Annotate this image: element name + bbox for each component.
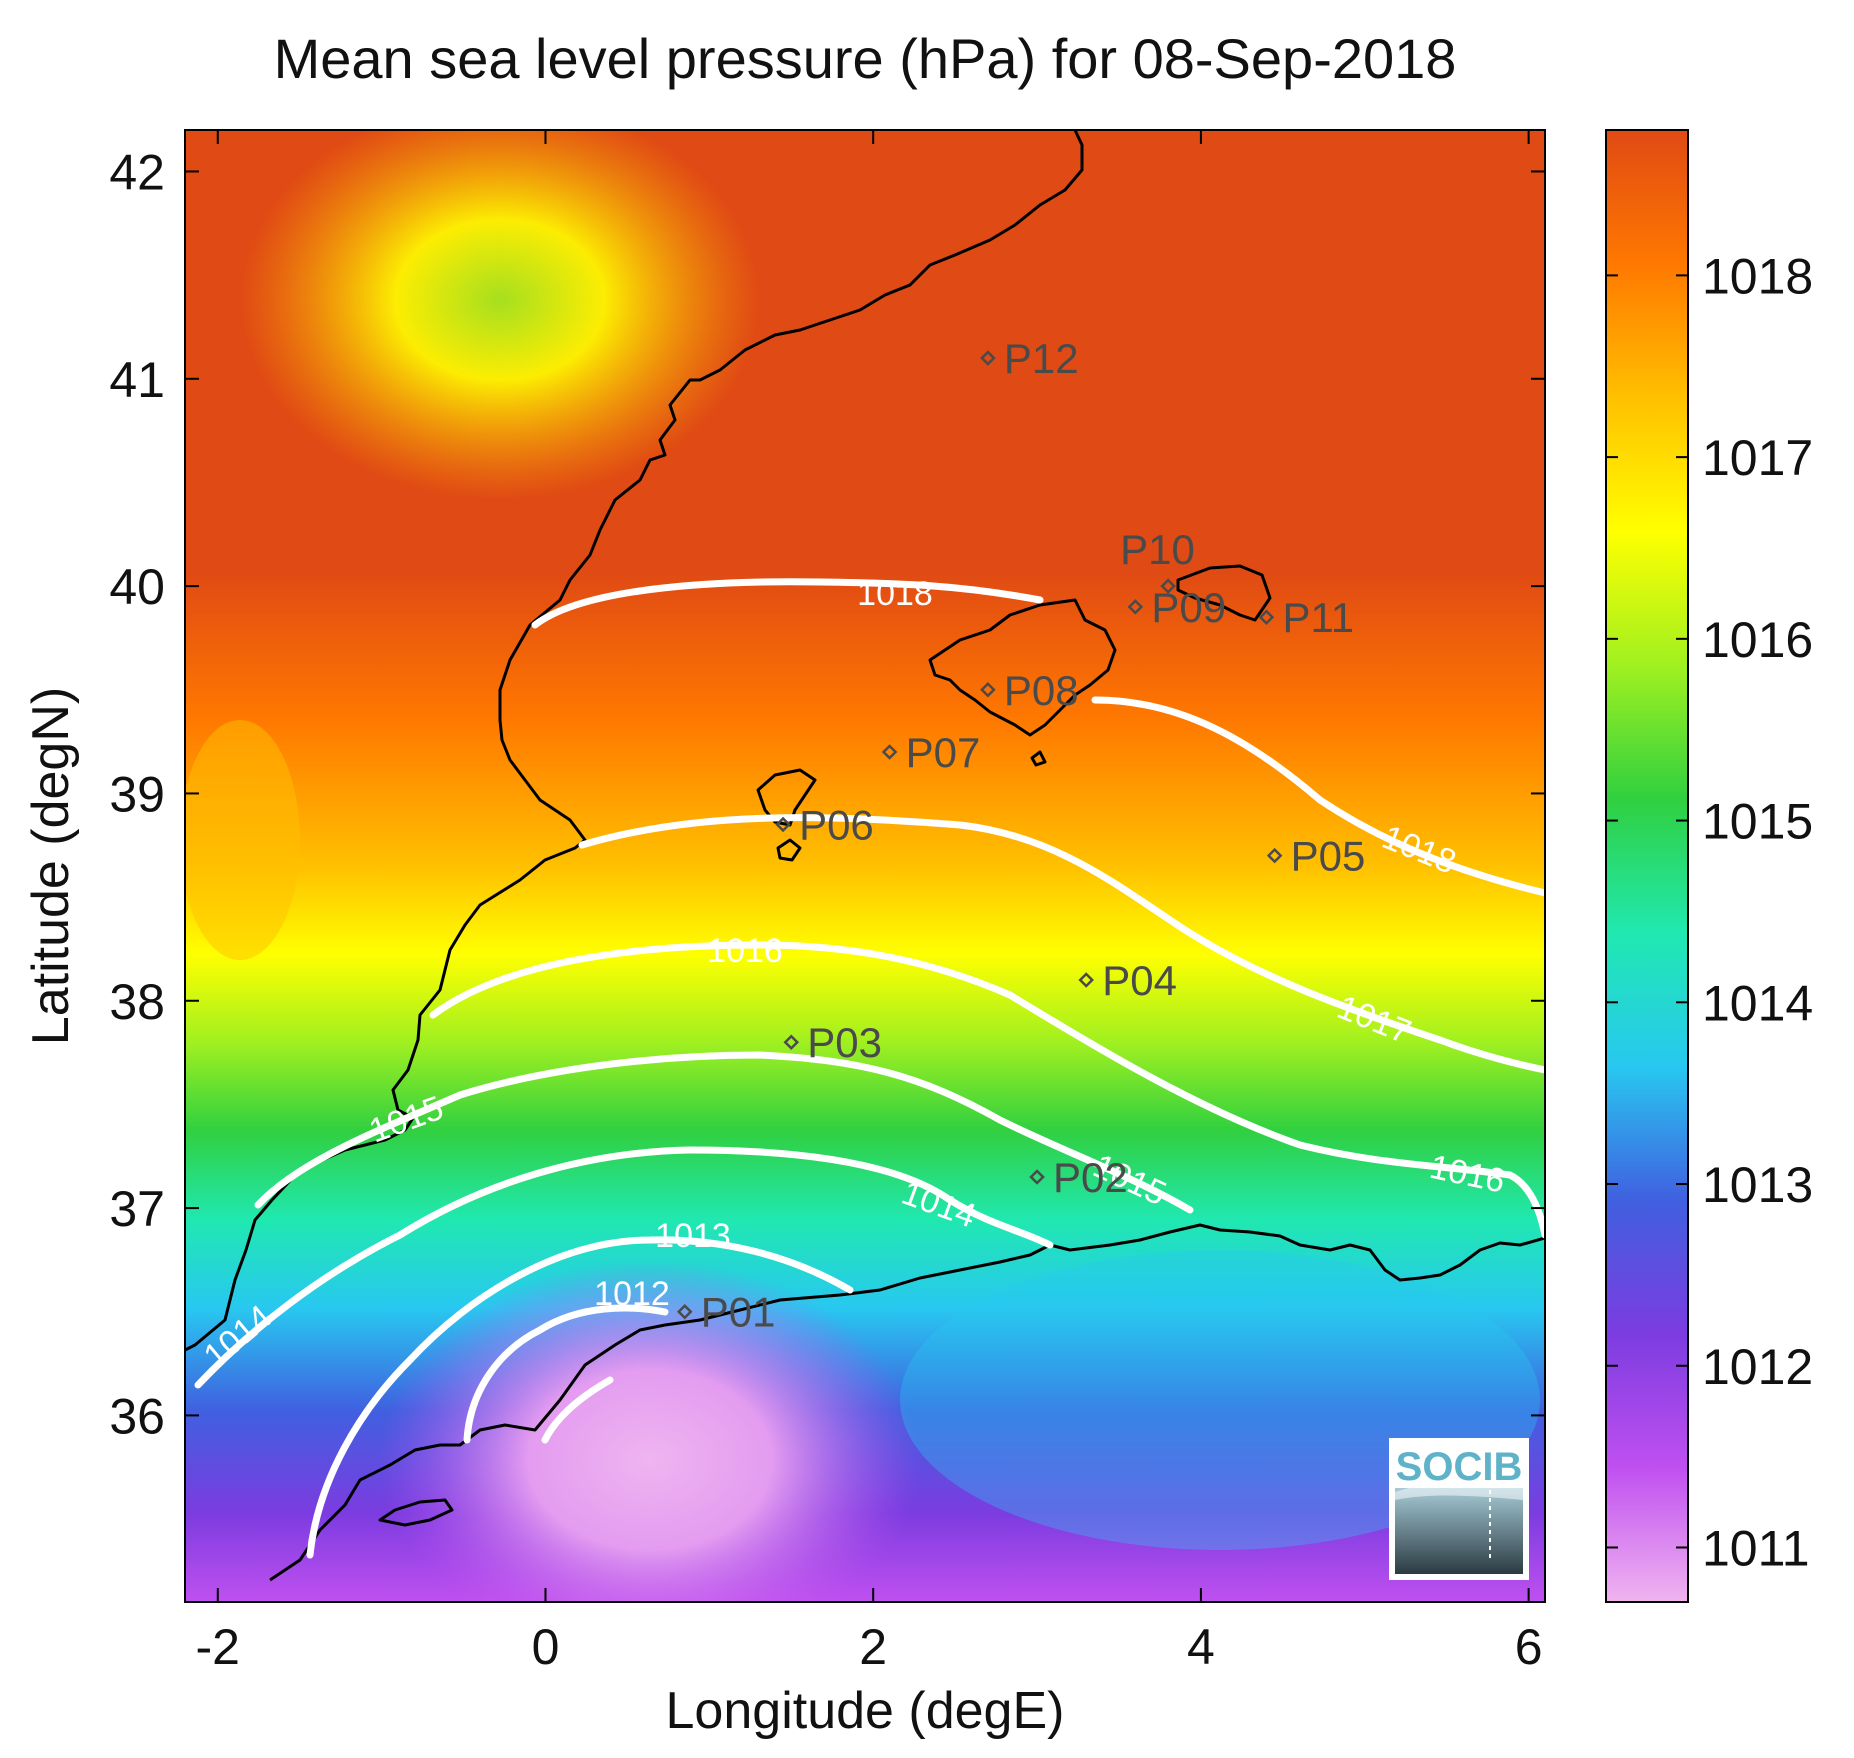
station-marker [1078, 972, 1094, 988]
station-marker [783, 1034, 800, 1050]
station-marker [676, 1303, 693, 1320]
mallorca-island [928, 598, 1117, 737]
colorbar-tick-label: 1011 [1702, 1520, 1810, 1576]
station-marker [980, 682, 996, 698]
low-pressure-core [380, 1260, 920, 1602]
formentera-island [776, 838, 802, 862]
station-marker [1160, 578, 1176, 594]
station-marker [881, 744, 898, 760]
station-label: P01 [701, 1289, 776, 1336]
alboran-island [378, 1498, 454, 1527]
y-axis-label: Latitude (degN) [22, 687, 80, 1045]
station-label: P07 [906, 729, 981, 776]
station-marker [1127, 599, 1144, 615]
x-tick-label: 0 [532, 1619, 560, 1675]
colorbar-scale [1605, 129, 1689, 1603]
isobar-1012 [463, 1304, 669, 1444]
y-tick-label: 42 [109, 144, 165, 200]
isobars [194, 578, 1545, 1559]
coastline [185, 130, 1084, 1352]
isobar-1018-east [1091, 696, 1545, 897]
station-marker [1258, 609, 1275, 625]
station-marker [1266, 847, 1283, 864]
chart-title: Mean sea level pressure (hPa) for 08-Sep… [274, 27, 1457, 90]
colorbar-tick-label: 1018 [1702, 248, 1813, 304]
station-label: P11 [1282, 594, 1354, 641]
y-tick-label: 36 [109, 1388, 165, 1444]
station-label: P05 [1291, 833, 1366, 880]
map-frame [184, 129, 1546, 1603]
east-cyan-area [900, 1250, 1540, 1550]
menorca-island [1176, 564, 1272, 622]
colorbar: 1011 1012 1013 1014 1015 1016 1017 1018 [1605, 129, 1813, 1603]
inland-high-yellow-area [240, 130, 760, 500]
station-label: P02 [1053, 1154, 1128, 1201]
y-tick-label: 41 [109, 352, 165, 408]
north-africa-coastline [269, 1223, 1545, 1582]
isobar-1017 [578, 814, 1545, 1074]
y-tick-label: 39 [109, 766, 165, 822]
station-label: P12 [1004, 335, 1079, 382]
isobar-label: 1013 [655, 1217, 731, 1255]
isobar-1016 [429, 941, 1545, 1239]
station-marker [1029, 1169, 1045, 1185]
colorbar-tick-label: 1015 [1702, 794, 1813, 850]
station-label: P06 [799, 802, 874, 849]
station-label: P04 [1102, 957, 1177, 1004]
station-label: P03 [807, 1019, 882, 1066]
inland-orange-area [185, 720, 300, 960]
colorbar-tick-label: 1014 [1702, 975, 1813, 1031]
isobar-1011 [541, 1376, 614, 1444]
x-tick-label: 4 [1187, 1619, 1215, 1675]
y-tick-label: 38 [109, 974, 165, 1030]
logo-text: SOCIB [1396, 1445, 1523, 1489]
logo-wave-image [1395, 1488, 1523, 1574]
colorbar-tick-label: 1013 [1702, 1157, 1813, 1213]
isobar-label: 1012 [594, 1275, 670, 1313]
axes: -2 0 2 4 6 36 37 38 39 40 41 42 [109, 130, 1545, 1675]
station-marker [775, 816, 791, 833]
y-tick-label: 40 [109, 559, 165, 615]
station-label: P09 [1151, 584, 1226, 631]
x-tick-label: 6 [1515, 1619, 1543, 1675]
isobar-label: 1018 [857, 575, 933, 613]
socib-logo: SOCIB [1389, 1438, 1529, 1580]
cabrera-island [1030, 750, 1047, 767]
isobar-1015 [254, 1051, 1194, 1214]
isobar-1014 [194, 1146, 1054, 1389]
colorbar-tick-label: 1016 [1702, 612, 1813, 668]
station-markers: P01 P02 P03 P04 P05 P06 P07 P08 P09 P10 P11 P12 [676, 335, 1366, 1336]
isobar-label: 1016 [707, 932, 783, 970]
station-marker [980, 350, 996, 366]
y-tick-label: 37 [109, 1181, 165, 1237]
x-axis-label: Longitude (degE) [666, 1682, 1065, 1740]
colorbar-tick-label: 1012 [1702, 1339, 1813, 1395]
x-tick-label: 2 [859, 1619, 887, 1675]
station-label: P10 [1120, 526, 1195, 573]
map-area: 1018 1018 1017 1016 1016 1015 1015 1014 … [185, 130, 1545, 1602]
isobar-1018-north [531, 578, 1044, 629]
station-label: P08 [1004, 667, 1079, 714]
isobar-1013 [306, 1236, 854, 1559]
x-tick-label: -2 [196, 1619, 240, 1675]
colorbar-tick-label: 1017 [1702, 430, 1813, 486]
